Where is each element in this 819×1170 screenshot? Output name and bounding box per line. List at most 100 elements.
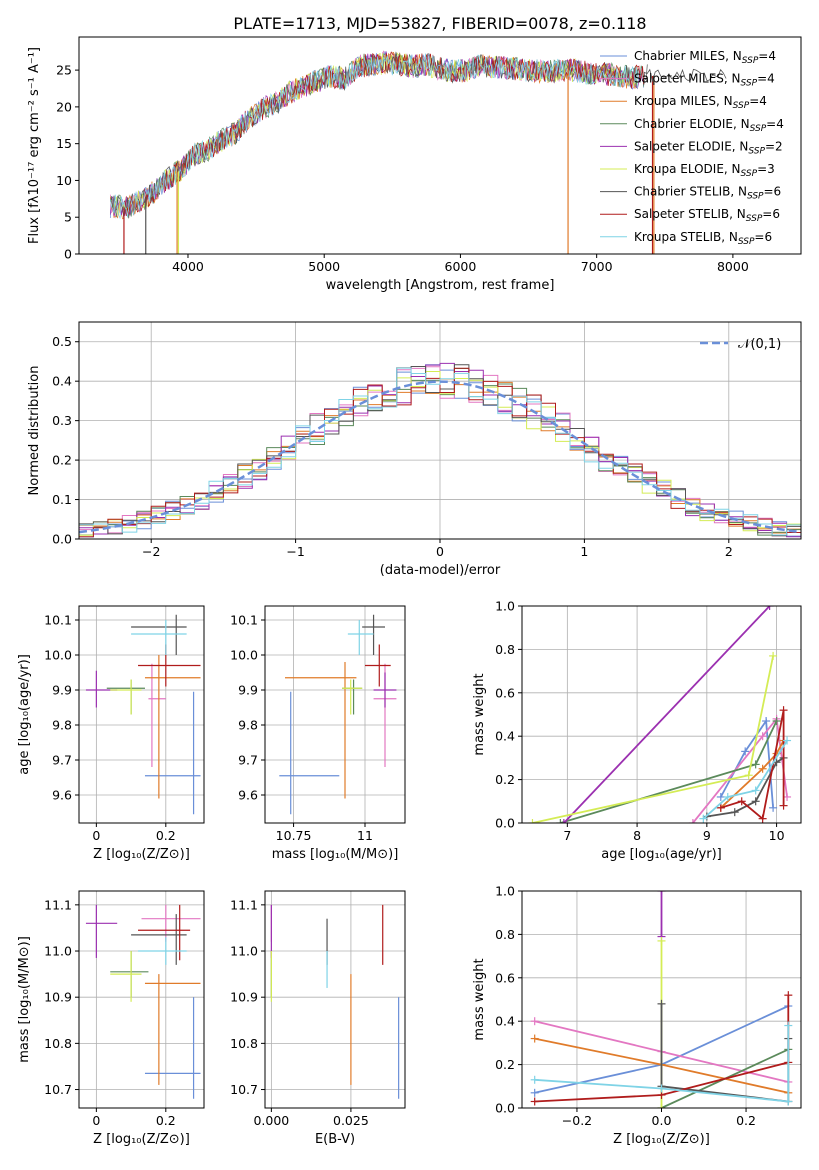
spectrum-line-salpeter_elodie xyxy=(109,51,644,217)
panel-weight_vs_age: 7 8 9 10 0.0 0.2 0.4 0.6 0.8 1.0 age [log₁₀(age/yr… xyxy=(472,599,802,862)
legend-label: Kroupa STELIB, NSSP=6 xyxy=(634,230,772,247)
y-axis-label: mass [log₁₀(M/M⊙)] xyxy=(17,936,32,1063)
y-tick-label: 11.1 xyxy=(230,897,258,912)
spectrum-legend: Chabrier MILES, NSSP=4 Salpeter MILES, NS… xyxy=(600,49,784,247)
y-tick-label: 0.0 xyxy=(52,532,72,547)
grid-lines xyxy=(265,606,405,823)
legend-label: Kroupa ELODIE, NSSP=3 xyxy=(634,162,775,179)
x-tick-label: 10 xyxy=(769,828,785,843)
y-tick-label: 0.6 xyxy=(495,685,515,700)
normal-curve xyxy=(79,380,801,534)
y-tick-label: 10.8 xyxy=(44,1036,72,1051)
x-axis-label: E(B-V) xyxy=(315,1132,355,1147)
x-tick-label: 0 xyxy=(92,828,100,843)
y-tick-label: 0.2 xyxy=(495,772,515,787)
y-tick-label: 9.6 xyxy=(52,788,72,803)
x-tick-label: 5000 xyxy=(308,259,340,274)
x-axis-label: Z [log₁₀(Z/Z⊙)] xyxy=(93,1132,190,1147)
plot-area xyxy=(270,904,400,1099)
x-tick-label: −2 xyxy=(142,544,160,559)
panel-residuals: −2 −1 0 1 2 0.0 0.1 0.2 0.3 0.4 0.5 (data-model)/er… xyxy=(27,321,802,578)
legend-label: Chabrier MILES, NSSP=4 xyxy=(634,49,776,66)
y-tick-label: 10.9 xyxy=(230,990,258,1005)
plot-area xyxy=(85,614,201,815)
grid-lines xyxy=(79,606,204,823)
y-tick-label: 10.8 xyxy=(230,1036,258,1051)
y-tick-label: 20 xyxy=(56,99,72,114)
x-tick-label: 8000 xyxy=(717,259,749,274)
y-tick-label: 10.0 xyxy=(230,648,258,663)
x-tick-label: 4000 xyxy=(172,259,204,274)
y-tick-label: 10.1 xyxy=(230,613,258,628)
y-tick-label: 0.4 xyxy=(495,1014,515,1029)
panel-spectrum: 4000 5000 6000 7000 8000 0 5 10 15 20 25 wavelength… xyxy=(27,36,802,293)
x-tick-label: 7 xyxy=(563,828,571,843)
histogram-salpeter_stelib xyxy=(79,367,801,538)
y-tick-label: 0.8 xyxy=(495,927,515,942)
y-tick-label: 0 xyxy=(64,247,72,262)
spectrum-tail xyxy=(643,68,727,83)
y-tick-label: 10.7 xyxy=(44,1082,72,1097)
x-tick-label: 0.2 xyxy=(736,1113,756,1128)
y-tick-label: 0.0 xyxy=(495,816,515,831)
y-tick-label: 10.1 xyxy=(44,613,72,628)
x-tick-label: 0.000 xyxy=(253,1113,289,1128)
legend-label: Chabrier STELIB, NSSP=6 xyxy=(634,185,781,202)
y-tick-label: 25 xyxy=(56,63,72,78)
y-tick-label: 9.7 xyxy=(238,753,258,768)
axes-frame xyxy=(264,605,406,824)
weight-line-kroupa_miles xyxy=(720,740,785,809)
y-tick-label: 9.9 xyxy=(52,683,72,698)
legend-label: Salpeter ELODIE, NSSP=2 xyxy=(634,139,783,156)
x-tick-label: 10.75 xyxy=(276,828,312,843)
y-tick-label: 9.7 xyxy=(52,753,72,768)
weight-line-kroupa_stelib xyxy=(534,1025,790,1103)
y-tick-label: 0.4 xyxy=(495,729,515,744)
y-tick-label: 0.1 xyxy=(52,492,72,507)
x-axis-label: Z [log₁₀(Z/Z⊙)] xyxy=(613,1132,710,1147)
weight-line-salpeter_elodie xyxy=(563,606,771,823)
weight-line-kroupa_stelib xyxy=(702,740,788,820)
y-axis-label: mass weight xyxy=(472,673,487,755)
x-axis-label: age [log₁₀(age/yr)] xyxy=(601,847,722,862)
y-tick-label: 9.6 xyxy=(238,788,258,803)
grid-lines xyxy=(265,891,405,1108)
x-tick-label: 0 xyxy=(92,1113,100,1128)
y-tick-label: 9.9 xyxy=(238,683,258,698)
y-axis-label: Normed distribution xyxy=(27,366,42,496)
legend-label: Salpeter STELIB, NSSP=6 xyxy=(634,207,780,224)
x-tick-label: −1 xyxy=(286,544,304,559)
panel-weight_vs_Z: −0.2 0.0 0.2 0.0 0.2 0.4 0.6 0.8 1.0 Z [log₁₀(Z/Z… xyxy=(472,884,802,1147)
plot-area xyxy=(530,891,793,1108)
plot-layer: 4000 5000 6000 7000 80000510152025wavelength… xyxy=(17,36,802,1147)
y-tick-label: 10.0 xyxy=(44,648,72,663)
x-tick-label: 2 xyxy=(725,544,733,559)
x-tick-label: 9 xyxy=(703,828,711,843)
y-tick-label: 0.2 xyxy=(495,1057,515,1072)
y-axis-label: age [log₁₀(age/yr)] xyxy=(17,654,32,775)
plot-area xyxy=(85,904,201,1099)
y-tick-label: 0.5 xyxy=(52,334,72,349)
panel-mass_vs_Z: 0 0.2 10.7 10.8 10.9 11.0 11.1 Z [log₁₀(Z/Z⊙)] m… xyxy=(17,890,205,1147)
axes-frame xyxy=(78,36,802,255)
x-tick-label: 0.0 xyxy=(652,1113,672,1128)
y-tick-label: 9.8 xyxy=(238,718,258,733)
plot-area xyxy=(528,606,792,823)
grid-lines xyxy=(79,891,204,1108)
axes-frame xyxy=(78,605,205,824)
y-tick-label: 11.0 xyxy=(230,944,258,959)
y-tick-label: 15 xyxy=(56,136,72,151)
weight-line-kroupa_elodie xyxy=(532,655,774,823)
y-tick-label: 10.9 xyxy=(44,990,72,1005)
x-tick-label: 0.025 xyxy=(333,1113,369,1128)
y-axis-label: mass weight xyxy=(472,958,487,1040)
x-tick-label: 11 xyxy=(357,828,373,843)
y-tick-label: 1.0 xyxy=(495,599,515,614)
panel-age_vs_mass: 10.75 11 9.6 9.7 9.8 9.9 10.0 10.1 mass [log₁₀(M… xyxy=(230,605,406,862)
x-axis-label: Z [log₁₀(Z/Z⊙)] xyxy=(93,847,190,862)
x-tick-label: 7000 xyxy=(581,259,613,274)
x-tick-label: −0.2 xyxy=(562,1113,592,1128)
panel-mass_vs_ebv: 0.000 0.025 10.7 10.8 10.9 11.0 11.1 E(B-V) xyxy=(230,890,406,1147)
y-tick-label: 10.7 xyxy=(230,1082,258,1097)
weight-line-chabrier_stelib xyxy=(660,1003,790,1103)
